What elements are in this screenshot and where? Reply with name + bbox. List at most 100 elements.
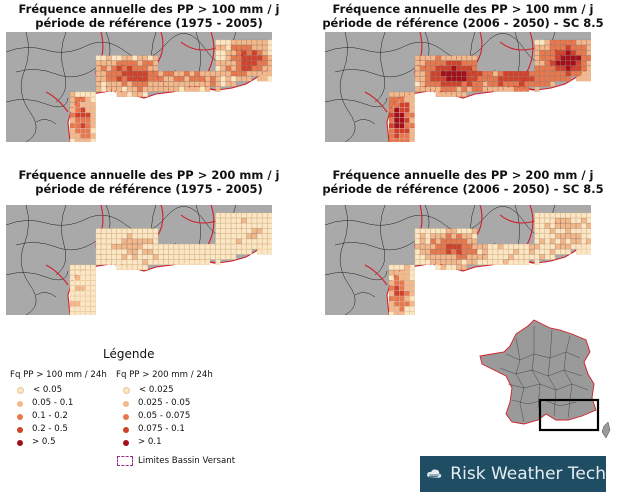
grid-cell <box>95 259 101 265</box>
grid-cell <box>132 81 138 87</box>
grid-cell <box>116 71 122 77</box>
grid-cell <box>539 244 545 250</box>
grid-cell <box>534 233 540 239</box>
grid-cell <box>565 218 571 224</box>
grid-cell <box>440 228 446 234</box>
grid-cell <box>451 228 457 234</box>
grid-cell <box>534 259 540 265</box>
grid-cell <box>435 238 441 244</box>
grid-cell <box>560 55 566 61</box>
grid-cell <box>199 249 205 255</box>
grid-cell <box>241 228 247 234</box>
grid-cell <box>560 50 566 56</box>
grid-cell <box>539 50 545 56</box>
grid-cell <box>246 55 252 61</box>
grid-cell <box>225 218 231 224</box>
grid-cell <box>461 76 467 82</box>
grid-cell <box>121 71 127 77</box>
grid-cell <box>101 60 107 66</box>
grid-cell <box>435 259 441 265</box>
grid-cell <box>388 97 394 103</box>
grid-cell <box>241 238 247 244</box>
grid-cell <box>456 55 462 61</box>
grid-cell <box>550 249 556 255</box>
grid-cell <box>404 138 410 142</box>
grid-cell <box>257 223 263 229</box>
grid-cell <box>137 244 143 250</box>
grid-cell <box>399 290 405 296</box>
grid-cell <box>225 76 231 82</box>
grid-cell <box>262 218 268 224</box>
grid-cell <box>425 65 431 71</box>
grid-cell <box>409 301 415 307</box>
grid-cell <box>570 233 576 239</box>
grid-cell <box>456 238 462 244</box>
grid-cell <box>220 212 226 218</box>
grid-cell <box>220 39 226 45</box>
grid-cell <box>492 249 498 255</box>
grid-cell <box>586 238 591 244</box>
grid-cell <box>399 306 405 312</box>
grid-cell <box>550 50 556 56</box>
grid-cell <box>425 81 431 87</box>
grid-cell <box>194 81 200 87</box>
grid-cell <box>544 45 550 51</box>
grid-cell <box>508 86 514 92</box>
grid-cell <box>555 50 561 56</box>
grid-cell <box>544 55 550 61</box>
grid-cell <box>586 50 591 56</box>
grid-cell <box>404 296 410 302</box>
grid-cell <box>466 71 472 77</box>
grid-cell <box>75 91 81 97</box>
grid-cell <box>90 91 96 97</box>
grid-cell <box>555 218 561 224</box>
grid-cell <box>394 285 400 291</box>
grid-cell <box>127 238 133 244</box>
grid-cell <box>399 128 405 134</box>
legend-item-label: < 0.05 <box>33 385 63 395</box>
grid-cell <box>199 259 205 265</box>
grid-cell <box>461 55 467 61</box>
map-panel-100-fut <box>325 32 591 142</box>
grid-cell <box>127 249 133 255</box>
grid-cell <box>215 45 221 51</box>
grid-cell <box>409 107 415 113</box>
grid-cell <box>446 91 452 97</box>
grid-cell <box>127 86 133 92</box>
grid-cell <box>466 238 472 244</box>
grid-cell <box>106 259 112 265</box>
grid-cell <box>127 65 133 71</box>
grid-cell <box>189 76 195 82</box>
grid-cell <box>420 81 426 87</box>
grid-cell <box>127 233 133 239</box>
grid-cell <box>121 86 127 92</box>
grid-cell <box>534 86 540 92</box>
grid-cell <box>215 71 221 77</box>
grid-cell <box>456 233 462 239</box>
grid-cell <box>466 244 472 250</box>
grid-cell <box>236 76 242 82</box>
grid-cell <box>95 71 101 77</box>
grid-cell <box>565 233 571 239</box>
grid-cell <box>173 86 179 92</box>
grid-cell <box>586 39 591 45</box>
grid-cell <box>158 259 164 265</box>
grid-cell <box>251 45 257 51</box>
grid-cell <box>225 60 231 66</box>
grid-cell <box>394 133 400 139</box>
grid-cell <box>121 244 127 250</box>
grid-cell <box>492 254 498 260</box>
grid-cell <box>430 228 436 234</box>
grid-cell <box>127 71 133 77</box>
grid-cell <box>576 50 582 56</box>
grid-cell <box>246 218 252 224</box>
grid-cell <box>425 238 431 244</box>
grid-cell <box>106 65 112 71</box>
panel-title-line1: Fréquence annuelle des PP > 100 mm / j <box>18 2 280 16</box>
grid-cell <box>466 228 472 234</box>
grid-cell <box>85 138 91 142</box>
grid-cell <box>508 259 514 265</box>
grid-cell <box>80 306 86 312</box>
grid-cell <box>461 71 467 77</box>
grid-cell <box>477 259 483 265</box>
